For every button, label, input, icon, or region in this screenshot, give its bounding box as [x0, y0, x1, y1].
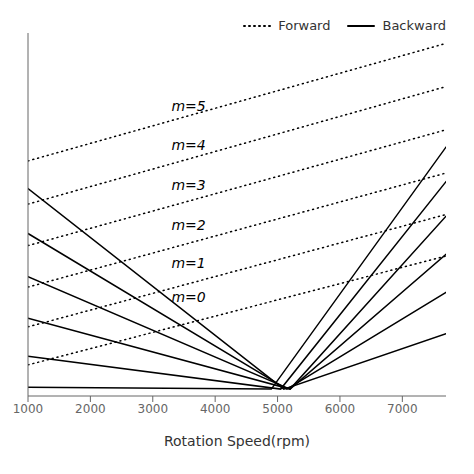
svg-text:m=2: m=2	[171, 217, 205, 233]
svg-text:2000: 2000	[75, 402, 106, 416]
svg-text:1000: 1000	[13, 402, 44, 416]
svg-text:7000: 7000	[387, 402, 418, 416]
svg-text:6000: 6000	[325, 402, 356, 416]
html-text:Backward: Backward	[382, 18, 446, 33]
svg-text:5000: 5000	[262, 402, 293, 416]
svg-text:m=5: m=5	[171, 98, 205, 114]
svg-text:3000: 3000	[138, 402, 169, 416]
svg-text:m=0: m=0	[171, 289, 205, 305]
svg-text:m=3: m=3	[171, 177, 205, 193]
svg-text:4000: 4000	[200, 402, 231, 416]
html-text:Forward: Forward	[278, 18, 331, 33]
svg-text:Rotation Speed(rpm): Rotation Speed(rpm)	[164, 433, 310, 449]
svg-text:m=1: m=1	[171, 255, 205, 271]
svg-text:m=4: m=4	[171, 137, 205, 153]
